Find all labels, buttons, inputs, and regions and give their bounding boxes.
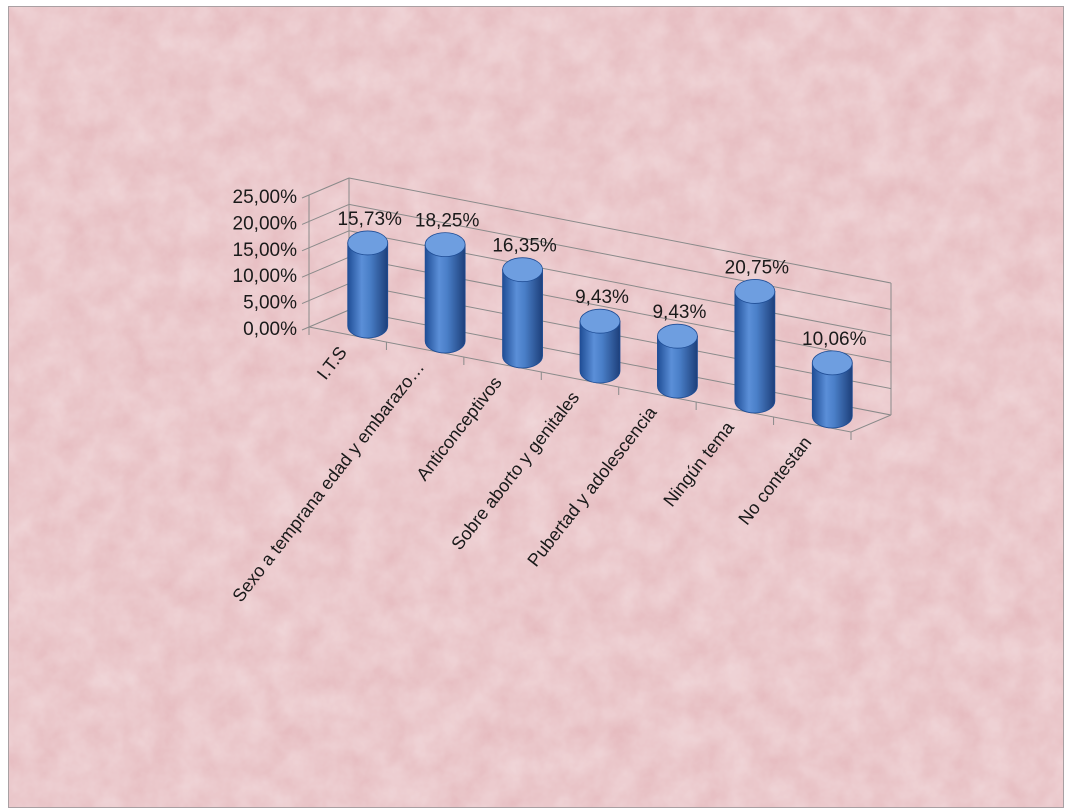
y-tick-label: 0,00%: [243, 319, 297, 340]
bar-6: [734, 279, 776, 414]
bar-top: [657, 323, 698, 349]
y-tick-label: 5,00%: [243, 293, 297, 314]
bar-body: [502, 269, 543, 369]
y-tick-mark: [301, 300, 310, 305]
y-tick-mark: [301, 273, 310, 278]
bar-body: [657, 335, 698, 399]
bar-2: [424, 232, 466, 354]
side-gridline: [308, 309, 350, 328]
gridline: [348, 203, 892, 310]
data-labels: 15,73% 18,25% 16,35% 9,43% 9,43% 20,75% 10,06%: [337, 209, 866, 350]
bar-3: [502, 257, 543, 369]
chart-frame: 0,00% 5,00% 10,00% 15,00% 20,00% 25,00% 15,73…: [8, 6, 1064, 808]
bar-body: [424, 244, 466, 354]
y-axis-ticks: 0,00% 5,00% 10,00% 15,00% 20,00% 25,00%: [233, 187, 298, 340]
data-label: 9,43%: [652, 302, 706, 323]
y-tick-mark: [301, 220, 310, 225]
y-tick-mark: [301, 326, 310, 331]
bar-body: [579, 320, 621, 384]
bar-body: [734, 291, 776, 414]
data-label: 18,25%: [415, 211, 480, 232]
data-label: 15,73%: [337, 209, 402, 230]
bar-body: [811, 362, 853, 429]
y-tick-label: 20,00%: [233, 213, 298, 234]
bar-4: [579, 308, 621, 384]
bar-top: [424, 232, 466, 258]
bar-top: [811, 350, 853, 376]
bar-top: [502, 257, 543, 283]
bar-5: [657, 323, 698, 399]
side-gridline: [308, 177, 350, 196]
data-label: 9,43%: [575, 287, 629, 308]
y-tick-label: 25,00%: [233, 187, 298, 208]
side-gridline: [308, 230, 350, 249]
bar-top: [579, 308, 621, 334]
bar-7: [811, 350, 853, 429]
data-label: 20,75%: [725, 257, 790, 278]
gridline: [348, 177, 892, 284]
bar-top: [734, 279, 776, 304]
paper-texture: [9, 7, 1063, 807]
y-tick-label: 15,00%: [233, 240, 298, 261]
y-tick-label: 10,00%: [233, 266, 298, 287]
y-tick-mark: [301, 247, 310, 252]
bar-body: [347, 242, 389, 339]
bars: [347, 230, 853, 429]
bar-top: [347, 230, 389, 256]
bar-1: [347, 230, 389, 339]
y-tick-mark: [301, 194, 310, 199]
side-gridline: [308, 283, 350, 302]
data-label: 10,06%: [802, 329, 867, 350]
side-gridline: [308, 256, 350, 275]
chart-plot: 0,00% 5,00% 10,00% 15,00% 20,00% 25,00% 15,73…: [9, 7, 1063, 807]
data-label: 16,35%: [492, 236, 557, 257]
side-gridline: [308, 203, 350, 222]
